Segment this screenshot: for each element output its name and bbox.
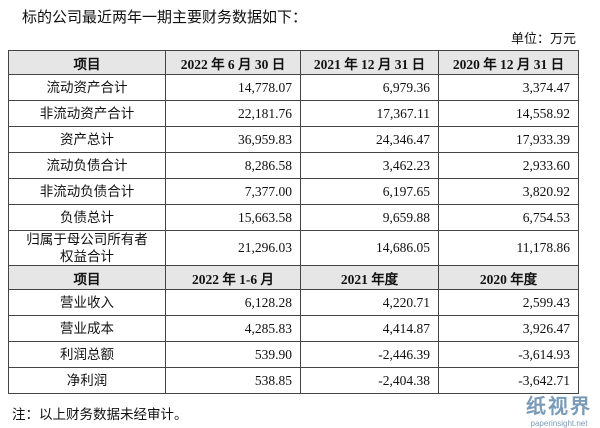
data-row: 营业收入 6,128.28 4,220.71 2,599.43: [8, 289, 579, 316]
item-cell: 归属于母公司所有者权益合计: [8, 230, 166, 266]
item-label: 非流动资产合计: [39, 106, 135, 121]
value-cell: 3,926.47: [438, 315, 579, 342]
value-cell: 539.90: [165, 341, 301, 368]
header-cell: 2022 年 1-6 月: [165, 265, 301, 290]
header-cell: 项目: [8, 265, 166, 290]
value-cell: 14,686.05: [300, 230, 439, 266]
value-cell: 17,367.11: [300, 100, 439, 127]
watermark: 纸视界 paperinsight.net: [526, 390, 592, 428]
value-cell: 22,181.76: [165, 100, 301, 127]
value-cell: 4,285.83: [165, 315, 301, 342]
value-cell: 3,462.23: [300, 152, 439, 179]
value-cell: 14,558.92: [438, 100, 579, 127]
item-cell: 负债总计: [8, 204, 166, 231]
data-row: 流动负债合计 8,286.58 3,462.23 2,933.60: [8, 152, 579, 179]
item-label: 负债总计: [60, 210, 114, 225]
header-row: 项目 2022 年 1-6 月 2021 年度 2020 年度: [8, 265, 579, 290]
item-label: 非流动负债合计: [39, 184, 135, 199]
header-row: 项目 2022 年 6 月 30 日 2021 年 12 月 31 日 2020 年 …: [8, 50, 579, 75]
value-cell: 15,663.58: [165, 204, 301, 231]
header-cell: 2022 年 6 月 30 日: [165, 50, 301, 75]
item-cell: 利润总额: [8, 341, 166, 368]
data-row: 流动资产合计 14,778.07 6,979.36 3,374.47: [8, 74, 579, 101]
header-cell: 2020 年 12 月 31 日: [438, 50, 579, 75]
value-cell: 6,197.65: [300, 178, 439, 205]
value-cell: 3,820.92: [438, 178, 579, 205]
value-cell: 36,959.83: [165, 126, 301, 153]
watermark-name: 纸视界: [526, 396, 592, 418]
data-row: 资产总计 36,959.83 24,346.47 17,933.39: [8, 126, 579, 153]
item-cell: 流动负债合计: [8, 152, 166, 179]
value-cell: 6,754.53: [438, 204, 579, 231]
finance-table: 项目 2022 年 6 月 30 日 2021 年 12 月 31 日 2020 年 …: [8, 50, 579, 394]
item-cell: 非流动资产合计: [8, 100, 166, 127]
value-cell: 2,599.43: [438, 289, 579, 316]
value-cell: -3,642.71: [438, 367, 579, 394]
item-label: 净利润: [66, 373, 108, 388]
watermark-url: paperinsight.net: [530, 419, 588, 428]
value-cell: 21,296.03: [165, 230, 301, 266]
header-cell: 2021 年度: [300, 265, 439, 290]
value-cell: 3,374.47: [438, 74, 579, 101]
item-cell: 资产总计: [8, 126, 166, 153]
data-row: 归属于母公司所有者权益合计 21,296.03 14,686.05 11,178.86: [8, 230, 579, 266]
value-cell: -2,446.39: [300, 341, 439, 368]
value-cell: 17,933.39: [438, 126, 579, 153]
item-cell: 流动资产合计: [8, 74, 166, 101]
intro: 标的公司最近两年一期主要财务数据如下：: [22, 10, 308, 26]
value-cell: -2,404.38: [300, 367, 439, 394]
value-cell: 9,659.88: [300, 204, 439, 231]
data-row: 非流动资产合计 22,181.76 17,367.11 14,558.92: [8, 100, 579, 127]
header-cell: 2021 年 12 月 31 日: [300, 50, 439, 75]
data-row: 净利润 538.85 -2,404.38 -3,642.71: [8, 367, 579, 394]
item-label: 营业收入: [60, 295, 114, 310]
item-label: 资产总计: [60, 132, 114, 147]
unit: 单位：万元: [510, 31, 576, 46]
value-cell: 6,979.36: [300, 74, 439, 101]
header-cell: 2020 年度: [438, 265, 579, 290]
value-cell: 4,220.71: [300, 289, 439, 316]
item-label: 流动资产合计: [46, 80, 128, 95]
value-cell: 7,377.00: [165, 178, 301, 205]
item-label: 归属于母公司所有者权益合计: [26, 232, 148, 264]
value-cell: 538.85: [165, 367, 301, 394]
item-cell: 营业收入: [8, 289, 166, 316]
data-row: 负债总计 15,663.58 9,659.88 6,754.53: [8, 204, 579, 231]
value-cell: 2,933.60: [438, 152, 579, 179]
header-cell: 项目: [8, 50, 166, 75]
note: 注：以上财务数据未经审计。: [12, 407, 188, 422]
item-cell: 非流动负债合计: [8, 178, 166, 205]
value-cell: 8,286.58: [165, 152, 301, 179]
value-cell: 11,178.86: [438, 230, 579, 266]
item-cell: 营业成本: [8, 315, 166, 342]
data-row: 非流动负债合计 7,377.00 6,197.65 3,820.92: [8, 178, 579, 205]
value-cell: -3,614.93: [438, 341, 579, 368]
item-cell: 净利润: [8, 367, 166, 394]
value-cell: 14,778.07: [165, 74, 301, 101]
item-label: 营业成本: [60, 321, 114, 336]
value-cell: 6,128.28: [165, 289, 301, 316]
item-label: 利润总额: [60, 347, 114, 362]
value-cell: 24,346.47: [300, 126, 439, 153]
value-cell: 4,414.87: [300, 315, 439, 342]
data-row: 利润总额 539.90 -2,446.39 -3,614.93: [8, 341, 579, 368]
data-row: 营业成本 4,285.83 4,414.87 3,926.47: [8, 315, 579, 342]
item-label: 流动负债合计: [46, 158, 128, 173]
